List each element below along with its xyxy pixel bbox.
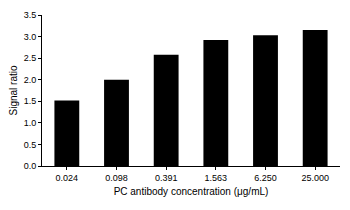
svg-text:1.563: 1.563 [205,173,228,183]
svg-text:25.000: 25.000 [301,173,329,183]
svg-text:3.5: 3.5 [24,10,37,20]
svg-text:1.5: 1.5 [24,96,37,106]
svg-text:0.024: 0.024 [56,173,79,183]
svg-text:1.0: 1.0 [24,118,37,128]
svg-text:0.5: 0.5 [24,140,37,150]
svg-text:2.5: 2.5 [24,53,37,63]
svg-text:Signal ratio: Signal ratio [8,65,19,115]
svg-text:0.0: 0.0 [24,161,37,171]
svg-text:3.0: 3.0 [24,32,37,42]
svg-text:6.250: 6.250 [254,173,277,183]
svg-text:0.098: 0.098 [105,173,128,183]
svg-text:2.0: 2.0 [24,75,37,85]
svg-text:PC antibody concentration (μg/: PC antibody concentration (μg/mL) [114,186,269,197]
svg-text:0.391: 0.391 [155,173,178,183]
